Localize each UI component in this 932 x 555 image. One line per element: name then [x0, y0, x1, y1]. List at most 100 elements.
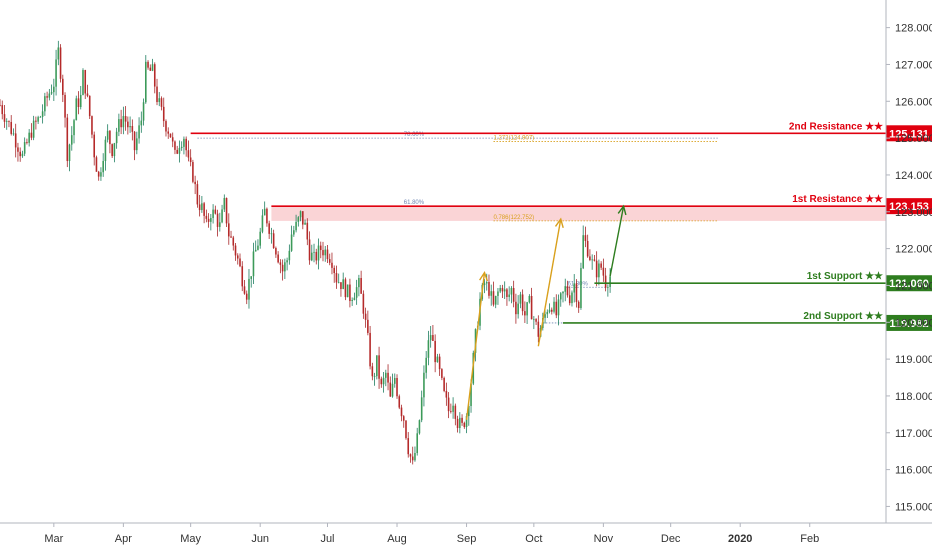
- candle-body: [598, 263, 600, 278]
- candle-body: [405, 420, 407, 439]
- candle-body: [407, 438, 410, 455]
- candle-body: [378, 355, 380, 379]
- projection-arrow-head: [554, 217, 564, 228]
- candle-body: [604, 275, 607, 288]
- candle-body: [337, 282, 340, 284]
- candle-body: [546, 311, 549, 315]
- y-tick-label: 128.000: [895, 23, 932, 35]
- x-tick-label: Jun: [251, 533, 269, 545]
- candle-body: [548, 309, 551, 312]
- candle-body: [369, 332, 371, 367]
- candle-body: [288, 250, 291, 261]
- candle-body: [207, 218, 210, 222]
- candle-body: [79, 94, 82, 108]
- x-tick-label: Sep: [457, 533, 477, 545]
- x-tick-label: Apr: [115, 533, 132, 545]
- candle-body: [118, 119, 120, 132]
- candle-body: [248, 278, 250, 300]
- candle-body: [512, 288, 515, 302]
- x-tick-label: 2020: [728, 533, 752, 545]
- candle-body: [461, 417, 463, 423]
- candle-body: [434, 340, 436, 363]
- candle-body: [519, 294, 522, 304]
- candle-body: [459, 417, 461, 429]
- candle-body: [432, 335, 434, 341]
- candle-body: [467, 406, 470, 417]
- candle-body: [122, 116, 125, 128]
- candle-body: [367, 319, 369, 333]
- candle-body: [245, 293, 248, 300]
- candle-body: [102, 160, 104, 173]
- candle-body: [362, 293, 365, 314]
- x-tick-label: Aug: [387, 533, 407, 545]
- y-tick-label: 125.000: [895, 133, 932, 145]
- candle-body: [530, 295, 533, 320]
- candle-body: [5, 121, 8, 122]
- candle-body: [93, 134, 96, 158]
- price-badge: [886, 275, 932, 292]
- candle-body: [290, 234, 293, 251]
- candle-body: [3, 114, 6, 122]
- candle-body: [537, 321, 540, 337]
- candle-body: [387, 372, 389, 383]
- candle-body: [227, 223, 230, 237]
- y-tick-label: 122.000: [895, 244, 932, 256]
- candle-body: [571, 292, 573, 304]
- candle-body: [203, 203, 205, 216]
- candle-body: [391, 383, 394, 397]
- candle-body: [131, 125, 134, 132]
- candle-body: [86, 93, 89, 96]
- candle-body: [315, 251, 318, 261]
- candle-body: [201, 203, 203, 211]
- y-tick-label: 123.000: [895, 207, 932, 219]
- y-tick-label: 121.000: [895, 280, 932, 292]
- candle-body: [113, 143, 116, 157]
- level-label: 1st Support ★★: [807, 271, 883, 282]
- candle-body: [32, 120, 35, 138]
- candle-body: [252, 251, 255, 277]
- candle-body: [59, 47, 62, 79]
- candle-body: [488, 281, 490, 296]
- candle-body: [12, 133, 15, 135]
- candle-body: [26, 142, 28, 143]
- y-tick-label: 119.000: [895, 354, 932, 366]
- candle-body: [133, 131, 136, 151]
- candle-body: [19, 151, 21, 157]
- candle-body: [189, 157, 192, 163]
- candle-body: [0, 104, 1, 106]
- candle-body: [492, 291, 495, 305]
- candle-body: [427, 340, 430, 358]
- candle-body: [346, 284, 349, 298]
- candle-body: [313, 251, 315, 253]
- candle-body: [373, 376, 376, 377]
- candle-body: [445, 390, 448, 398]
- x-tick-label: May: [180, 533, 201, 545]
- candle-body: [286, 260, 288, 263]
- candle-body: [66, 117, 69, 162]
- candle-body: [441, 369, 443, 378]
- candle-body: [411, 456, 414, 461]
- candle-body: [335, 273, 338, 283]
- candle-body: [575, 283, 578, 302]
- candle-body: [232, 237, 235, 246]
- candle-body: [499, 287, 501, 292]
- candle-body: [124, 116, 127, 122]
- candle-body: [250, 276, 253, 279]
- candle-body: [324, 249, 327, 256]
- candle-body: [268, 223, 270, 234]
- candle-body: [465, 416, 468, 428]
- candle-body: [382, 377, 385, 385]
- candle-body: [593, 259, 596, 261]
- candle-body: [167, 131, 170, 134]
- candle-body: [447, 397, 450, 412]
- candle-body: [48, 93, 51, 98]
- candle-body: [425, 357, 427, 373]
- candle-body: [180, 146, 183, 148]
- candle-body: [214, 209, 217, 214]
- candle-layer: [0, 40, 611, 465]
- candle-body: [526, 302, 528, 316]
- candle-body: [322, 250, 324, 256]
- candle-body: [443, 377, 445, 391]
- candle-body: [144, 61, 147, 103]
